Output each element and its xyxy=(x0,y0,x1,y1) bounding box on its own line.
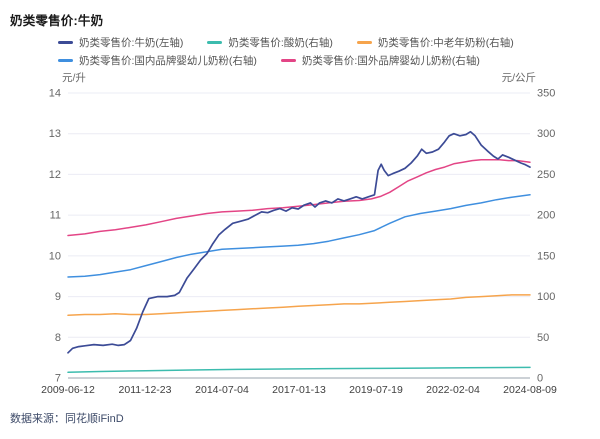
legend-row-2: 奶类零售价:国内品牌婴幼儿奶粉(右轴) 奶类零售价:国外品牌婴幼儿奶粉(右轴) xyxy=(58,53,514,68)
legend: 奶类零售价:牛奶(左轴) 奶类零售价:酸奶(右轴) 奶类零售价:中老年奶粉(右轴) … xyxy=(58,35,514,68)
legend-line-marker xyxy=(207,41,223,44)
legend-item-0: 奶类零售价:牛奶(左轴) xyxy=(58,35,183,50)
legend-item-label: 奶类零售价:中老年奶粉(右轴) xyxy=(377,37,514,49)
series-line-0 xyxy=(67,130,531,354)
left-axis-tick-label: 11 xyxy=(50,210,61,222)
x-axis-tick-label: 2022-02-04 xyxy=(426,384,480,396)
x-axis-tick-label: 2009-06-12 xyxy=(41,384,95,396)
right-axis-tick-label: 350 xyxy=(537,88,555,100)
left-axis-tick-label: 7 xyxy=(55,373,61,385)
legend-item-label: 奶类零售价:牛奶(左轴) xyxy=(79,37,184,49)
series-line-3 xyxy=(67,194,531,278)
left-axis-unit-label: 元/升 xyxy=(62,72,86,84)
left-axis-tick-label: 10 xyxy=(49,250,61,262)
legend-line-marker xyxy=(58,59,73,62)
right-axis-tick-label: 50 xyxy=(537,332,549,344)
right-axis-tick-label: 250 xyxy=(537,169,555,181)
legend-line-marker xyxy=(356,41,372,44)
x-axis-tick-label: 2017-01-13 xyxy=(272,384,326,396)
series-line-4 xyxy=(67,159,531,237)
legend-item-4: 奶类零售价:国外品牌婴幼儿奶粉(右轴) xyxy=(280,53,480,68)
x-axis-tick-label: 2011-12-23 xyxy=(119,384,172,396)
left-axis-tick-label: 9 xyxy=(55,291,61,303)
x-axis-tick-label: 2014-07-04 xyxy=(195,384,249,396)
left-axis-tick-label: 12 xyxy=(49,169,61,181)
right-axis-tick-label: 200 xyxy=(537,210,555,222)
legend-item-3: 奶类零售价:国内品牌婴幼儿奶粉(右轴) xyxy=(58,53,257,68)
right-axis-tick-label: 300 xyxy=(537,128,555,140)
legend-row-1: 奶类零售价:牛奶(左轴) 奶类零售价:酸奶(右轴) 奶类零售价:中老年奶粉(右轴) xyxy=(58,35,514,50)
x-axis-tick-label: 2019-07-19 xyxy=(349,384,403,396)
legend-item-label: 奶类零售价:国外品牌婴幼儿奶粉(右轴) xyxy=(301,55,480,67)
left-axis-tick-label: 13 xyxy=(49,128,61,140)
data-source: 数据来源：同花顺iFinD xyxy=(10,413,124,425)
legend-item-label: 奶类零售价:酸奶(右轴) xyxy=(228,37,333,49)
legend-line-marker xyxy=(280,59,296,62)
right-axis-tick-label: 150 xyxy=(537,250,555,262)
page-title: 奶类零售价:牛奶 xyxy=(10,14,104,28)
legend-item-2: 奶类零售价:中老年奶粉(右轴) xyxy=(356,35,514,50)
series-line-2 xyxy=(67,294,531,317)
right-axis-tick-label: 100 xyxy=(537,291,555,303)
x-axis-tick-label: 2024-08-09 xyxy=(503,384,557,396)
series-line-1 xyxy=(67,366,531,374)
left-axis-tick-label: 14 xyxy=(49,88,61,100)
right-axis-tick-label: 0 xyxy=(537,373,543,385)
legend-item-1: 奶类零售价:酸奶(右轴) xyxy=(207,35,333,50)
legend-line-marker xyxy=(58,41,73,44)
legend-item-label: 奶类零售价:国内品牌婴幼儿奶粉(右轴) xyxy=(79,55,257,67)
right-axis-unit-label: 元/公斤 xyxy=(501,72,536,84)
left-axis-tick-label: 8 xyxy=(55,332,61,344)
